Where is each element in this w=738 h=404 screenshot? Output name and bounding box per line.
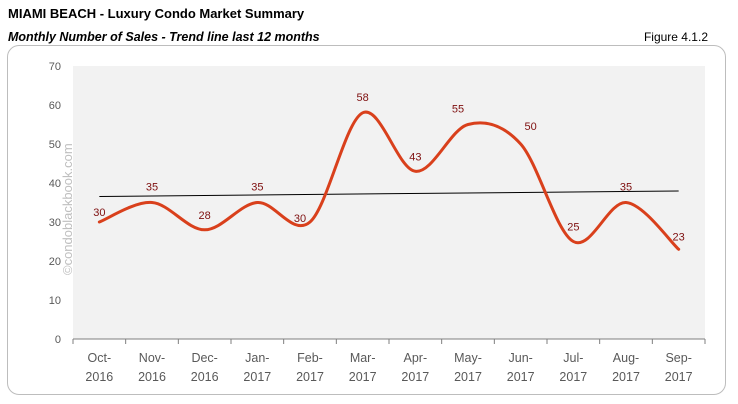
y-tick-label: 70 xyxy=(49,61,61,73)
x-tick-label: 2017 xyxy=(612,370,640,384)
x-tick-label: Jul- xyxy=(563,351,583,365)
y-tick-label: 50 xyxy=(49,139,61,151)
x-tick-label: 2017 xyxy=(243,370,271,384)
y-tick-label: 60 xyxy=(49,100,61,112)
data-label: 43 xyxy=(409,151,421,163)
x-tick-label: Nov- xyxy=(139,351,165,365)
x-tick-label: Aug- xyxy=(613,351,639,365)
x-tick-label: 2017 xyxy=(349,370,377,384)
data-label: 23 xyxy=(673,231,685,243)
x-tick-label: Jun- xyxy=(509,351,533,365)
x-tick-label: Mar- xyxy=(350,351,376,365)
x-tick-label: 2017 xyxy=(454,370,482,384)
x-tick-label: May- xyxy=(454,351,482,365)
chart-title: MIAMI BEACH - Luxury Condo Market Summar… xyxy=(8,6,305,21)
data-label: 28 xyxy=(199,210,211,222)
data-label: 55 xyxy=(452,104,464,116)
data-label: 30 xyxy=(93,207,105,219)
data-label: 35 xyxy=(146,182,158,194)
series-line xyxy=(97,110,681,251)
y-tick-label: 40 xyxy=(49,178,61,190)
x-tick-label: 2016 xyxy=(191,370,219,384)
y-tick-label: 30 xyxy=(49,217,61,229)
x-tick-label: 2017 xyxy=(401,370,429,384)
x-tick-label: 2016 xyxy=(85,370,113,384)
y-tick-label: 0 xyxy=(55,334,61,346)
figure-label: Figure 4.1.2 xyxy=(643,30,708,44)
watermark: ©condoblackbook.com xyxy=(60,143,75,275)
plot-area xyxy=(73,66,705,339)
x-tick-label: 2017 xyxy=(507,370,535,384)
x-tick-label: Feb- xyxy=(297,351,323,365)
x-tick-label: Dec- xyxy=(191,351,217,365)
x-tick-label: 2017 xyxy=(665,370,693,384)
x-tick-label: Apr- xyxy=(404,351,428,365)
data-label: 58 xyxy=(357,92,369,104)
data-label: 35 xyxy=(620,182,632,194)
chart-frame xyxy=(7,45,726,395)
x-tick-label: Oct- xyxy=(88,351,112,365)
x-tick-label: 2017 xyxy=(559,370,587,384)
x-tick-label: Jan- xyxy=(245,351,269,365)
data-label: 50 xyxy=(525,121,537,133)
x-tick-label: Sep- xyxy=(665,351,691,365)
chart-subtitle: Monthly Number of Sales - Trend line las… xyxy=(8,30,320,44)
trend-line xyxy=(99,190,679,197)
y-tick-label: 10 xyxy=(49,295,61,307)
x-tick-label: 2017 xyxy=(296,370,324,384)
data-label: 25 xyxy=(567,222,579,234)
y-tick-label: 20 xyxy=(49,256,61,268)
data-label: 30 xyxy=(294,213,306,225)
data-label: 35 xyxy=(251,182,263,194)
x-tick-label: 2016 xyxy=(138,370,166,384)
